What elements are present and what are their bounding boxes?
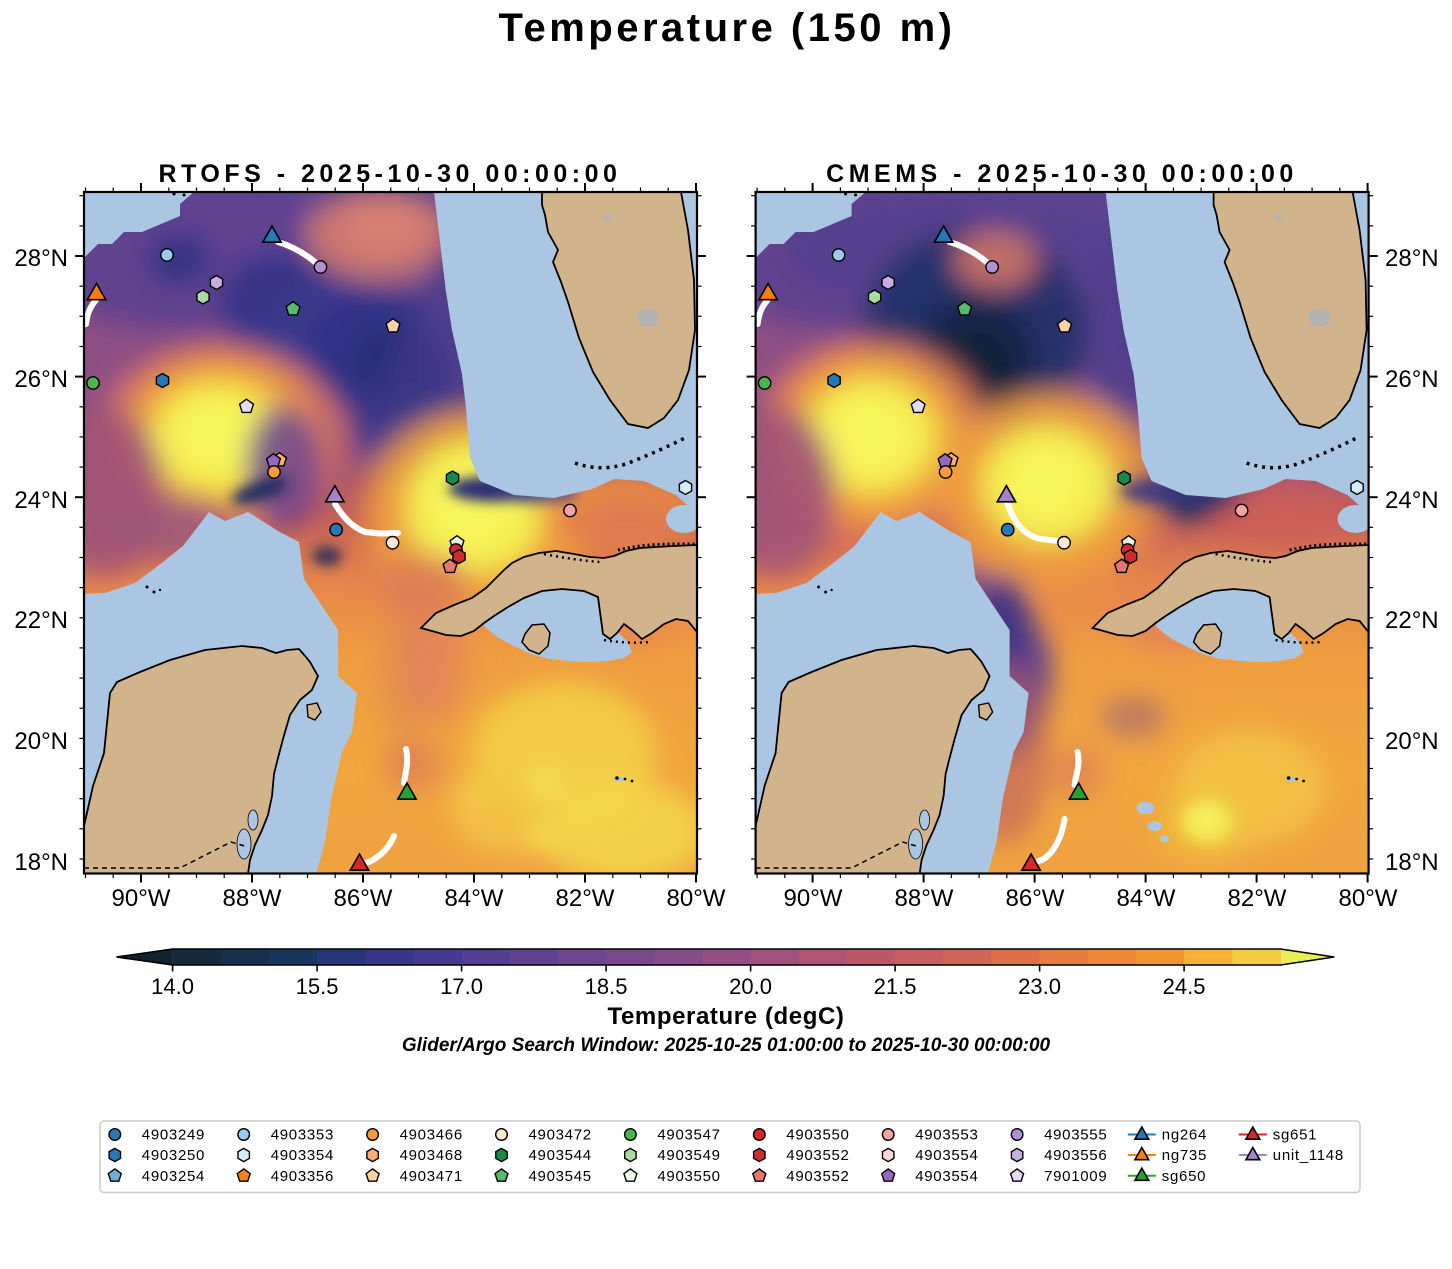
svg-text:Glider/Argo Search Window: 202: Glider/Argo Search Window: 2025-10-25 01… — [402, 1035, 1051, 1056]
svg-text:4903472: 4903472 — [529, 1127, 592, 1144]
svg-text:22°N: 22°N — [14, 607, 68, 634]
svg-text:15.5: 15.5 — [296, 974, 339, 999]
svg-text:88°W: 88°W — [895, 885, 954, 912]
svg-text:4903466: 4903466 — [400, 1127, 463, 1144]
svg-text:4903552: 4903552 — [786, 1147, 849, 1164]
svg-text:21.5: 21.5 — [874, 974, 917, 999]
svg-text:4903353: 4903353 — [271, 1127, 334, 1144]
svg-text:sg650: sg650 — [1162, 1168, 1206, 1185]
svg-text:ng264: ng264 — [1162, 1127, 1207, 1144]
svg-text:4903556: 4903556 — [1044, 1147, 1107, 1164]
svg-text:4903555: 4903555 — [1044, 1127, 1107, 1144]
svg-text:22°N: 22°N — [1385, 607, 1439, 634]
svg-text:4903250: 4903250 — [142, 1147, 205, 1164]
svg-text:28°N: 28°N — [1385, 245, 1439, 272]
svg-text:17.0: 17.0 — [440, 974, 483, 999]
svg-text:80°W: 80°W — [1339, 885, 1398, 912]
svg-text:28°N: 28°N — [14, 245, 68, 272]
svg-text:18°N: 18°N — [14, 849, 68, 876]
svg-text:23.0: 23.0 — [1018, 974, 1061, 999]
svg-text:4903249: 4903249 — [142, 1127, 205, 1144]
svg-text:90°W: 90°W — [784, 885, 843, 912]
svg-text:RTOFS - 2025-10-30 00:00:00: RTOFS - 2025-10-30 00:00:00 — [159, 160, 622, 188]
svg-text:14.0: 14.0 — [151, 974, 194, 999]
svg-text:24.5: 24.5 — [1163, 974, 1206, 999]
svg-text:20°N: 20°N — [14, 728, 68, 755]
svg-text:20°N: 20°N — [1385, 728, 1439, 755]
svg-text:18°N: 18°N — [1385, 849, 1439, 876]
svg-text:4903545: 4903545 — [529, 1168, 592, 1185]
svg-text:ng735: ng735 — [1162, 1147, 1207, 1164]
svg-text:26°N: 26°N — [14, 366, 68, 393]
svg-text:18.5: 18.5 — [585, 974, 628, 999]
svg-text:86°W: 86°W — [1006, 885, 1065, 912]
svg-text:sg651: sg651 — [1273, 1127, 1317, 1144]
svg-text:4903550: 4903550 — [657, 1168, 720, 1185]
svg-text:84°W: 84°W — [445, 885, 504, 912]
svg-text:CMEMS - 2025-10-30 00:00:00: CMEMS - 2025-10-30 00:00:00 — [826, 160, 1298, 188]
svg-text:4903553: 4903553 — [915, 1127, 978, 1144]
svg-text:unit_1148: unit_1148 — [1273, 1147, 1344, 1164]
svg-text:24°N: 24°N — [14, 487, 68, 514]
svg-text:82°W: 82°W — [556, 885, 615, 912]
svg-text:4903554: 4903554 — [915, 1168, 978, 1185]
svg-text:4903552: 4903552 — [786, 1168, 849, 1185]
svg-text:4903549: 4903549 — [657, 1147, 720, 1164]
svg-text:80°W: 80°W — [667, 885, 726, 912]
svg-text:Temperature (degC): Temperature (degC) — [607, 1003, 844, 1030]
svg-text:90°W: 90°W — [112, 885, 171, 912]
svg-text:82°W: 82°W — [1228, 885, 1287, 912]
svg-text:4903547: 4903547 — [657, 1127, 720, 1144]
svg-text:4903544: 4903544 — [529, 1147, 592, 1164]
svg-text:4903468: 4903468 — [400, 1147, 463, 1164]
svg-text:4903354: 4903354 — [271, 1147, 334, 1164]
svg-text:Temperature (150 m): Temperature (150 m) — [498, 6, 955, 50]
svg-text:86°W: 86°W — [334, 885, 393, 912]
svg-text:88°W: 88°W — [223, 885, 282, 912]
svg-text:4903554: 4903554 — [915, 1147, 978, 1164]
svg-text:84°W: 84°W — [1117, 885, 1176, 912]
svg-text:26°N: 26°N — [1385, 366, 1439, 393]
svg-text:4903550: 4903550 — [786, 1127, 849, 1144]
svg-text:7901009: 7901009 — [1044, 1168, 1107, 1185]
svg-text:4903254: 4903254 — [142, 1168, 205, 1185]
svg-text:24°N: 24°N — [1385, 487, 1439, 514]
svg-text:4903356: 4903356 — [271, 1168, 334, 1185]
svg-text:4903471: 4903471 — [400, 1168, 463, 1185]
svg-text:20.0: 20.0 — [729, 974, 772, 999]
